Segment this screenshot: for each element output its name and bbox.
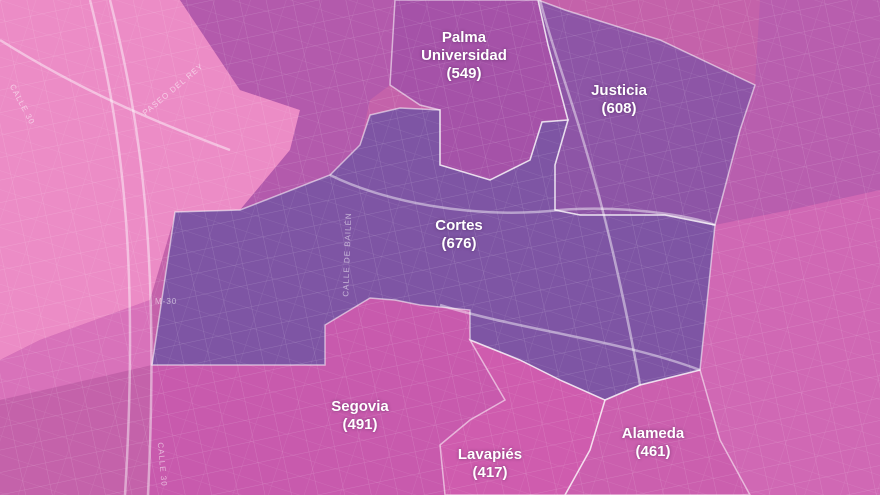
district-name: Palma	[441, 29, 487, 46]
district-borders	[151, 0, 756, 495]
district-label-cortes[interactable]: Cortes (676)	[435, 217, 483, 253]
street-label-m30: M-30	[155, 297, 178, 306]
district-label-alameda[interactable]: Alameda (461)	[622, 425, 685, 461]
district-value: (461)	[635, 443, 671, 460]
district-label-lavapies[interactable]: Lavapiés (417)	[458, 446, 522, 482]
district-name: Alameda	[621, 425, 685, 442]
district-name: Lavapiés	[457, 446, 523, 463]
district-value: (417)	[472, 464, 508, 481]
district-label-palma-universidad[interactable]: Palma Universidad (549)	[421, 29, 507, 83]
district-name: Justicia	[591, 82, 647, 99]
district-name: Cortes	[435, 217, 483, 234]
district-label-justicia[interactable]: Justicia (608)	[591, 82, 647, 118]
district-value: (676)	[441, 235, 477, 252]
district-name: Segovia	[331, 398, 389, 415]
main-roads	[0, 0, 716, 495]
district-name: Universidad	[421, 47, 507, 64]
district-value: (491)	[342, 416, 378, 433]
district-value: (608)	[601, 100, 637, 117]
district-label-segovia[interactable]: Segovia (491)	[331, 398, 389, 434]
district-value: (549)	[446, 65, 482, 82]
